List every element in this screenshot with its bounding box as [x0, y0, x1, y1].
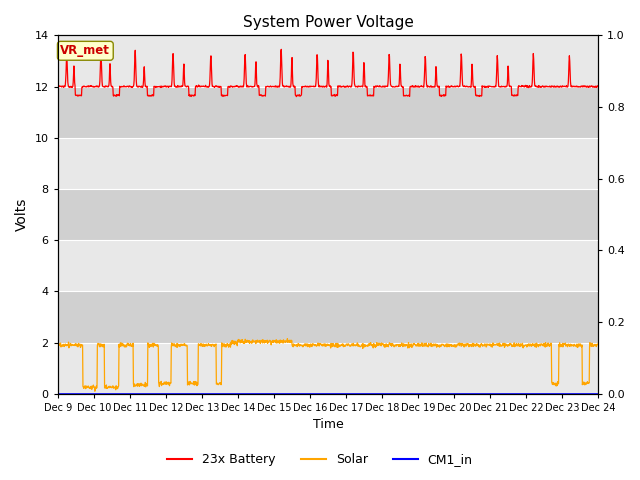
Text: VR_met: VR_met — [60, 44, 110, 57]
Bar — [58, 343, 598, 394]
X-axis label: Time: Time — [312, 419, 343, 432]
Bar — [58, 189, 598, 240]
Bar — [58, 240, 598, 291]
Bar — [58, 138, 598, 189]
Bar — [58, 36, 598, 86]
Bar — [58, 291, 598, 343]
Title: System Power Voltage: System Power Voltage — [243, 15, 413, 30]
Bar — [58, 86, 598, 138]
Y-axis label: Volts: Volts — [15, 198, 29, 231]
Legend: 23x Battery, Solar, CM1_in: 23x Battery, Solar, CM1_in — [163, 448, 477, 471]
